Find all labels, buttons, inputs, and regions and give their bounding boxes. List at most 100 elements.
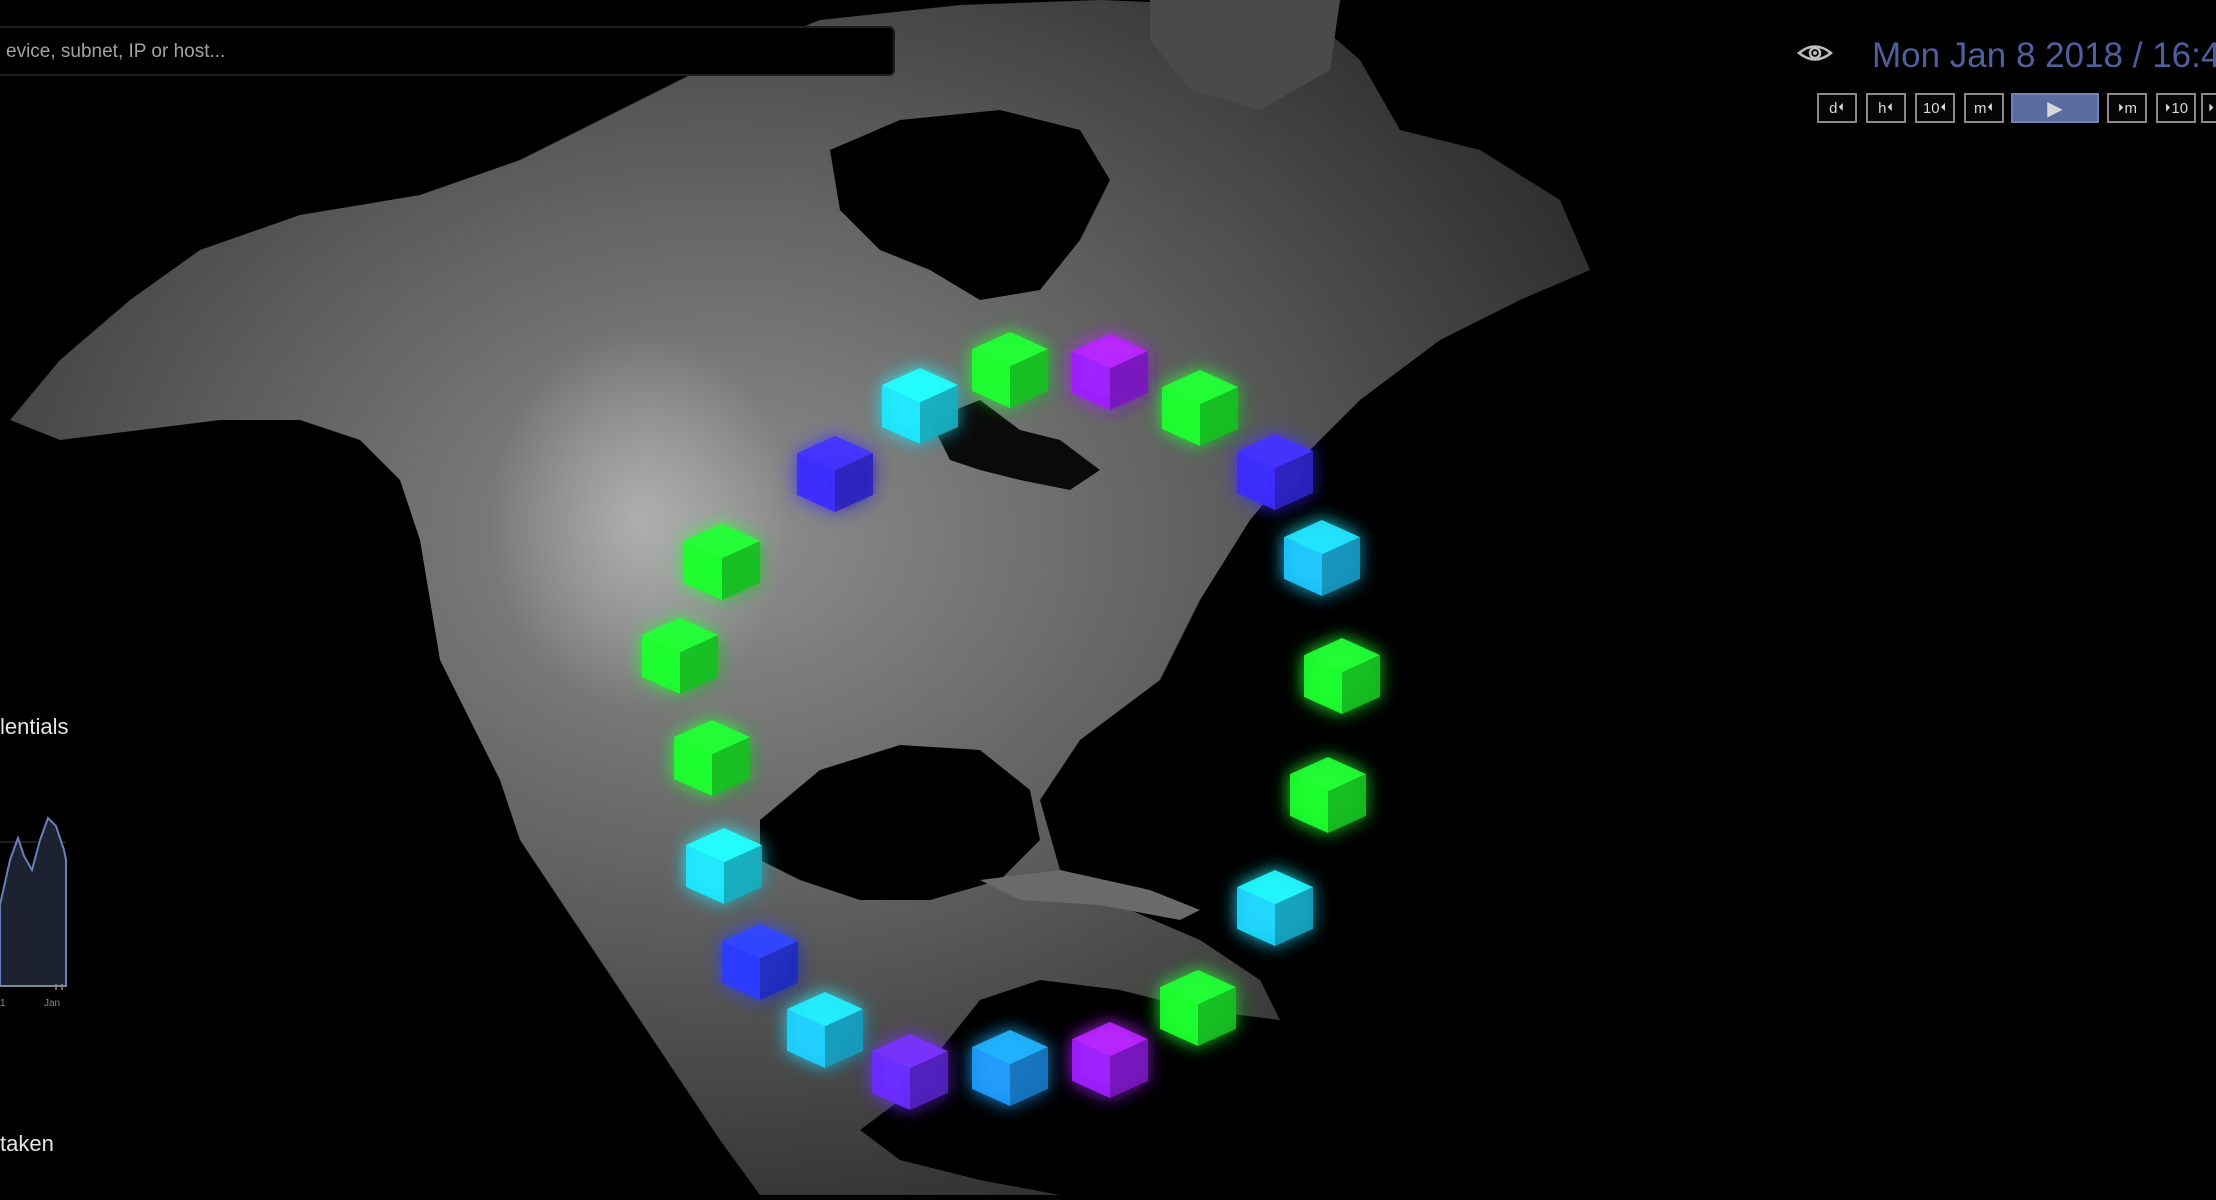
cube-face — [1160, 987, 1198, 1046]
cube-face — [882, 385, 920, 444]
cube-face — [686, 828, 762, 863]
network-node-cube[interactable] — [882, 368, 958, 444]
caribbean-islands — [980, 870, 1200, 920]
cube-face — [972, 1030, 1048, 1065]
control-label: d — [1829, 99, 1838, 117]
arrow-icon: ⏴ — [1838, 101, 1844, 114]
network-node-cube[interactable] — [1072, 1022, 1148, 1098]
step-back-10-button[interactable]: 10 ⏴ — [1915, 93, 1955, 123]
cube-face — [760, 941, 798, 1000]
network-node-cube[interactable] — [642, 618, 718, 694]
arrow-icon: ⏴ — [1940, 101, 1947, 114]
cube-face — [835, 453, 873, 512]
network-node-cube[interactable] — [1162, 370, 1238, 446]
network-node-cube[interactable] — [787, 992, 863, 1068]
arrow-icon: ⏴ — [1987, 101, 1994, 114]
cube-face — [1010, 349, 1048, 408]
step-forward-more-button[interactable]: ⏵ — [2201, 93, 2216, 123]
cube-face — [1290, 757, 1366, 792]
cube-face — [712, 737, 750, 796]
cube-face — [972, 332, 1048, 367]
network-node-cube[interactable] — [1304, 638, 1380, 714]
cube-face — [674, 737, 712, 796]
control-label: m — [1974, 99, 1987, 117]
current-date: Mon Jan 8 2018 / 16:4 — [1872, 36, 2216, 75]
network-node-cube[interactable] — [722, 924, 798, 1000]
cube-face — [797, 436, 873, 471]
hudson-bay — [830, 110, 1110, 300]
network-node-cube[interactable] — [1237, 434, 1313, 510]
credentials-label: lentials — [0, 714, 69, 739]
cube-face — [872, 1051, 910, 1110]
great-plains-highlight — [490, 330, 790, 710]
cube-face — [1072, 1039, 1110, 1098]
cube-face — [1110, 1039, 1148, 1098]
cube-face — [1162, 370, 1238, 405]
cube-face — [972, 349, 1010, 408]
arrow-icon: ⏴ — [1887, 101, 1893, 114]
cube-face — [1237, 451, 1275, 510]
network-node-cube[interactable] — [972, 1030, 1048, 1106]
activity-area — [0, 816, 67, 987]
step-forward-minute-button[interactable]: ⏵ m — [2107, 93, 2147, 123]
cube-face — [1198, 987, 1236, 1046]
cube-face — [722, 541, 760, 600]
network-node-cube[interactable] — [1072, 334, 1148, 410]
landmass-north-america — [10, 0, 1590, 1195]
activity-mini-chart: 1 Jan — [0, 816, 67, 1009]
cube-face — [1275, 451, 1313, 510]
cube-face — [1328, 774, 1366, 833]
cube-face — [1284, 537, 1322, 596]
network-node-cube[interactable] — [1284, 520, 1360, 596]
network-node-cube[interactable] — [972, 332, 1048, 408]
cube-face — [722, 941, 760, 1000]
cube-face — [787, 1009, 825, 1068]
cube-face — [684, 541, 722, 600]
control-label: h — [1878, 99, 1887, 117]
step-back-minute-button[interactable]: m ⏴ — [1964, 93, 2004, 123]
cube-face — [642, 618, 718, 653]
network-node-cube[interactable] — [674, 720, 750, 796]
cube-face — [674, 720, 750, 755]
search-input[interactable] — [4, 28, 868, 76]
cube-face — [1237, 887, 1275, 946]
cube-face — [825, 1009, 863, 1068]
cube-face — [972, 1047, 1010, 1106]
eye-icon[interactable] — [1796, 40, 1834, 66]
step-back-day-button[interactable]: d ⏴ — [1817, 93, 1857, 123]
network-node-cube[interactable] — [1237, 870, 1313, 946]
cube-face — [1342, 655, 1380, 714]
cube-face — [686, 845, 724, 904]
network-node-cube[interactable] — [686, 828, 762, 904]
gulf-of-mexico — [760, 745, 1040, 900]
cube-face — [1290, 774, 1328, 833]
cube-face — [1160, 970, 1236, 1005]
cube-face — [722, 924, 798, 959]
control-label: 10 — [1922, 99, 1940, 117]
cube-face — [1200, 387, 1238, 446]
cube-ring — [642, 332, 1380, 1110]
network-node-cube[interactable] — [1290, 757, 1366, 833]
network-node-cube[interactable] — [684, 524, 760, 600]
step-forward-10-button[interactable]: ⏵ 10 — [2156, 93, 2196, 123]
cube-face — [797, 453, 835, 512]
cube-face — [1304, 638, 1380, 673]
network-node-cube[interactable] — [872, 1034, 948, 1110]
cube-face — [680, 635, 718, 694]
cube-face — [1010, 1047, 1048, 1106]
arrow-icon: ⏵ — [2164, 101, 2171, 114]
cube-face — [1072, 334, 1148, 369]
network-node-cube[interactable] — [1160, 970, 1236, 1046]
play-icon: ▶ — [2047, 97, 2063, 120]
cube-face — [1110, 351, 1148, 410]
network-node-cube[interactable] — [797, 436, 873, 512]
cube-face — [920, 385, 958, 444]
play-button[interactable]: ▶ — [2011, 93, 2099, 123]
cube-face — [724, 845, 762, 904]
step-back-hour-button[interactable]: h ⏴ — [1866, 93, 1906, 123]
cube-face — [1162, 387, 1200, 446]
chart-tick-label-left: 1 — [0, 998, 6, 1009]
cube-face — [1072, 351, 1110, 410]
